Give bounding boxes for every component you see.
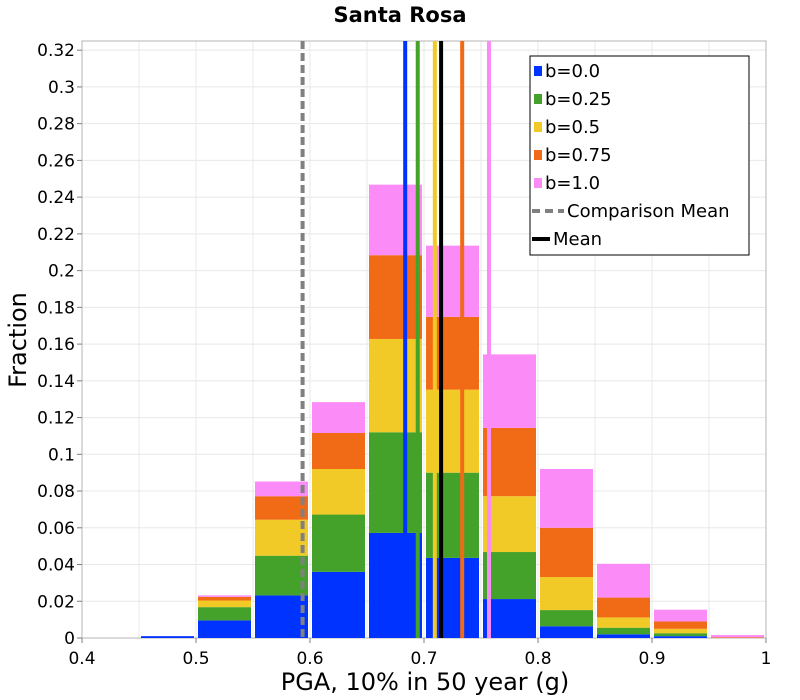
bar-segment-b-0-25: [597, 627, 650, 635]
x-axis-title: PGA, 10% in 50 year (g): [281, 668, 570, 696]
y-tick-label: 0.14: [37, 372, 75, 392]
legend-label: b=0.25: [545, 89, 612, 110]
bar-segment-b-0-5: [483, 496, 536, 553]
bar-segment-b-1-0: [255, 481, 308, 497]
y-tick-label: 0.1: [48, 445, 75, 465]
bar-segment-b-1-0: [540, 469, 593, 528]
legend-swatch: [534, 150, 542, 160]
y-tick-label: 0.3: [48, 78, 75, 98]
y-tick-label: 0.12: [37, 409, 75, 429]
chart-title: Santa Rosa: [333, 3, 466, 27]
legend-swatch: [534, 66, 542, 76]
bar-segment-b-0-5: [255, 519, 308, 556]
bar-segment-b-0-75: [312, 432, 365, 470]
bar-segment-b-0-75: [597, 597, 650, 618]
x-tick-label: 0.9: [638, 649, 665, 669]
bar-segment-b-1-0: [483, 354, 536, 428]
bar-segment-b-0-0: [654, 636, 707, 638]
legend-swatch: [534, 178, 542, 188]
bar-segment-b-0-0: [540, 626, 593, 638]
legend-swatch: [534, 94, 542, 104]
bar-segment-b-0-75: [198, 596, 251, 601]
stacked-bars: [141, 184, 764, 638]
bar-segment-b-0-25: [255, 555, 308, 596]
bar-segment-b-1-0: [597, 563, 650, 598]
bar-segment-b-0-25: [369, 432, 422, 533]
legend: b=0.0 b=0.25 b=0.5 b=0.75 b=1.0 Comparison Me…: [529, 55, 750, 256]
y-tick-label: 0.08: [37, 482, 75, 502]
bar-segment-b-0-5: [654, 628, 707, 634]
bar-segment-b-1-0: [369, 184, 422, 256]
legend-label: b=0.0: [545, 61, 600, 82]
bar-segment-b-0-0: [141, 636, 194, 638]
legend-label: b=0.75: [545, 145, 612, 166]
y-tick-label: 0.18: [37, 298, 75, 318]
x-tick-label: 0.5: [182, 649, 209, 669]
y-tick-label: 0.04: [37, 556, 75, 576]
mean-lines: [300, 41, 491, 638]
y-tick-label: 0.24: [37, 188, 75, 208]
bar-segment-b-0-25: [483, 552, 536, 600]
bar-segment-b-0-25: [198, 607, 251, 621]
bar-segment-b-0-75: [483, 427, 536, 497]
bar-segment-b-0-25: [540, 610, 593, 627]
y-tick-label: 0.28: [37, 115, 75, 135]
bar-segment-b-0-75: [654, 621, 707, 629]
bar-segment-b-0-0: [483, 599, 536, 638]
bar-segment-b-0-5: [597, 617, 650, 628]
bar-segment-b-1-0: [711, 635, 764, 638]
bar-segment-b-0-5: [198, 600, 251, 608]
legend-label: b=1.0: [545, 173, 600, 194]
bar-segment-b-0-5: [540, 577, 593, 611]
y-tick-label: 0.02: [37, 592, 75, 612]
bar-segment-b-0-0: [255, 595, 308, 638]
axis-ticks: 0.4 0.5 0.6 0.7 0.8 0.9 1 0 0.02 0.04 0.06 0.08 0.1 0…: [37, 41, 771, 669]
y-tick-label: 0.06: [37, 519, 75, 539]
bar-segment-b-0-5: [369, 338, 422, 433]
bar-segment-b-0-0: [369, 532, 422, 638]
bar-segment-b-0-75: [369, 255, 422, 339]
bar-segment-b-0-0: [198, 620, 251, 638]
y-tick-label: 0.16: [37, 335, 75, 355]
legend-label: Comparison Mean: [567, 201, 730, 222]
y-axis-title: Fraction: [4, 292, 32, 388]
x-tick-label: 1: [761, 649, 772, 669]
y-tick-label: 0.26: [37, 151, 75, 171]
y-tick-label: 0: [64, 629, 75, 649]
x-tick-label: 0.7: [410, 649, 437, 669]
bar-segment-b-0-75: [711, 637, 764, 638]
legend-box: [529, 55, 750, 256]
bar-segment-b-0-0: [597, 634, 650, 638]
x-tick-label: 0.6: [296, 649, 323, 669]
bar-segment-b-0-75: [540, 527, 593, 578]
x-tick-label: 0.4: [68, 649, 95, 669]
y-tick-label: 0.22: [37, 225, 75, 245]
bar-segment-b-0-0: [312, 571, 365, 638]
y-tick-label: 0.2: [48, 262, 75, 282]
bar-segment-b-1-0: [198, 595, 251, 597]
bar-segment-b-0-25: [312, 514, 365, 572]
bar-segment-b-0-25: [654, 633, 707, 637]
x-tick-label: 0.8: [524, 649, 551, 669]
bar-segment-b-1-0: [654, 609, 707, 622]
bar-segment-b-0-5: [312, 469, 365, 515]
bar-segment-b-1-0: [312, 402, 365, 433]
legend-label: Mean: [553, 229, 602, 250]
legend-swatch: [534, 122, 542, 132]
y-tick-label: 0.32: [37, 41, 75, 61]
legend-label: b=0.5: [545, 117, 600, 138]
bar-segment-b-0-75: [255, 496, 308, 520]
